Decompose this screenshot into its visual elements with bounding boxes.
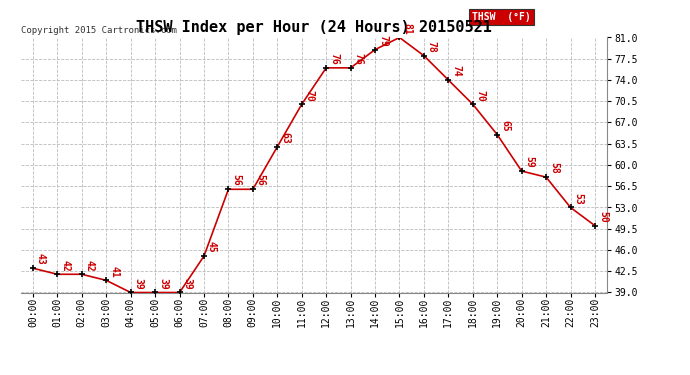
Text: 50: 50 xyxy=(598,211,608,223)
Text: 39: 39 xyxy=(182,278,193,290)
Text: 76: 76 xyxy=(329,53,339,65)
Text: 81: 81 xyxy=(402,23,413,34)
Text: Copyright 2015 Cartronics.com: Copyright 2015 Cartronics.com xyxy=(21,26,177,35)
Text: 63: 63 xyxy=(280,132,290,144)
Text: 39: 39 xyxy=(158,278,168,290)
Text: 59: 59 xyxy=(524,156,535,168)
Text: 53: 53 xyxy=(573,193,584,204)
Text: 56: 56 xyxy=(256,174,266,186)
Text: 42: 42 xyxy=(85,260,95,271)
Text: THSW  (°F): THSW (°F) xyxy=(472,12,531,22)
Text: 65: 65 xyxy=(500,120,510,132)
Text: 39: 39 xyxy=(134,278,144,290)
Text: 41: 41 xyxy=(109,266,119,278)
Text: 42: 42 xyxy=(60,260,70,271)
Text: 58: 58 xyxy=(549,162,559,174)
Text: 56: 56 xyxy=(231,174,241,186)
Text: 43: 43 xyxy=(36,254,46,265)
Text: 70: 70 xyxy=(475,90,486,101)
Text: 74: 74 xyxy=(451,65,462,77)
Text: 45: 45 xyxy=(207,241,217,253)
Text: 76: 76 xyxy=(353,53,364,65)
Text: 79: 79 xyxy=(378,35,388,46)
Title: THSW Index per Hour (24 Hours) 20150521: THSW Index per Hour (24 Hours) 20150521 xyxy=(136,20,492,35)
Text: 78: 78 xyxy=(427,41,437,53)
Text: 70: 70 xyxy=(305,90,315,101)
